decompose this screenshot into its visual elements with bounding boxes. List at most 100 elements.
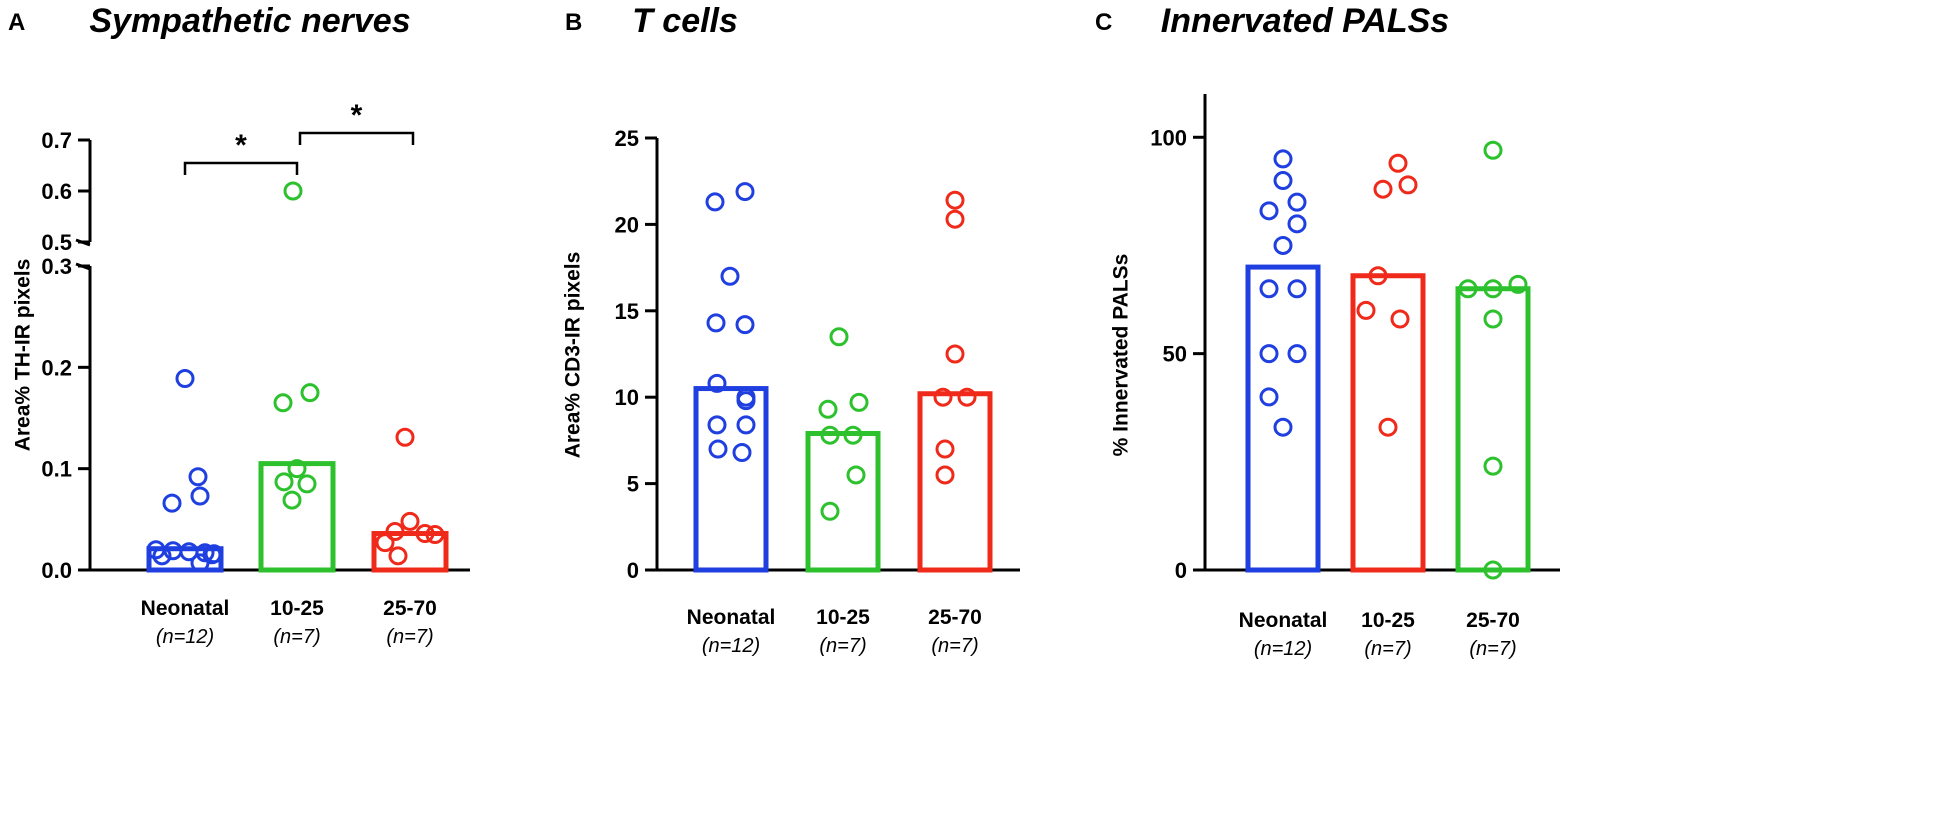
data-point <box>935 439 955 459</box>
bar <box>1455 286 1531 573</box>
data-point <box>190 486 210 506</box>
data-point <box>1273 235 1293 255</box>
panel-title: T cells <box>632 2 738 40</box>
panel-title: Sympathetic nerves <box>89 2 410 40</box>
data-point <box>283 181 303 201</box>
significance-star: * <box>351 99 363 132</box>
data-point <box>1259 279 1279 299</box>
data-point <box>273 393 293 413</box>
bar <box>371 531 449 573</box>
data-point <box>1483 279 1503 299</box>
data-point <box>400 511 420 531</box>
y-tick-label: 15 <box>615 299 639 324</box>
bar <box>693 386 769 573</box>
data-point <box>705 192 725 212</box>
data-point <box>287 459 307 479</box>
n-label: (n=7) <box>931 635 978 657</box>
data-point <box>190 553 210 573</box>
y-tick-label: 0.5 <box>41 230 72 255</box>
y-tick-label: 0.3 <box>41 254 72 279</box>
data-point <box>425 525 445 545</box>
data-point <box>385 521 405 541</box>
data-point <box>1483 560 1503 580</box>
category-label: 25-70 <box>928 606 982 629</box>
data-point <box>707 415 727 435</box>
data-point <box>388 546 408 566</box>
data-point <box>1273 171 1293 191</box>
data-point <box>957 387 977 407</box>
data-point <box>935 465 955 485</box>
data-point <box>152 546 172 566</box>
data-point <box>162 493 182 513</box>
data-point <box>735 182 755 202</box>
n-label: (n=12) <box>702 635 760 657</box>
data-point <box>732 442 752 462</box>
bar <box>258 461 336 573</box>
significance-bracket <box>298 131 415 145</box>
data-point <box>1398 175 1418 195</box>
category-label: Neonatal <box>1239 609 1328 632</box>
data-point <box>1259 387 1279 407</box>
panel-letter: B <box>565 9 582 36</box>
category-label: 10-25 <box>816 606 870 629</box>
data-point <box>736 391 756 411</box>
n-label: (n=7) <box>386 626 433 648</box>
data-point <box>1483 140 1503 160</box>
y-tick-label: 20 <box>615 212 639 237</box>
data-point <box>846 465 866 485</box>
data-point <box>945 190 965 210</box>
panel-letter: A <box>8 9 25 36</box>
data-point <box>933 387 953 407</box>
y-tick-label: 50 <box>1163 342 1187 367</box>
y-tick-label: 10 <box>615 385 639 410</box>
y-tick-label: 25 <box>615 126 639 151</box>
data-point <box>1378 417 1398 437</box>
y-axis-label: % Innervated PALSs <box>1109 254 1132 457</box>
data-point <box>1287 214 1307 234</box>
data-point <box>820 425 840 445</box>
n-label: (n=7) <box>273 626 320 648</box>
data-point <box>1259 201 1279 221</box>
significance-bracket <box>183 161 299 175</box>
data-point <box>945 209 965 229</box>
data-point <box>1273 417 1293 437</box>
data-point <box>736 415 756 435</box>
n-label: (n=7) <box>819 635 866 657</box>
data-point <box>707 373 727 393</box>
category-label: 10-25 <box>270 597 324 620</box>
category-label: 25-70 <box>1466 609 1520 632</box>
data-point <box>945 344 965 364</box>
data-point <box>1483 456 1503 476</box>
data-point <box>843 425 863 445</box>
panel-c: C Innervated PALSs 0 50 100 % Innervated PALS… <box>1095 2 1560 660</box>
data-point <box>1287 279 1307 299</box>
data-point <box>829 327 849 347</box>
y-tick-label: 0.2 <box>41 355 72 380</box>
data-point <box>820 501 840 521</box>
bar <box>917 391 993 573</box>
data-point <box>1287 192 1307 212</box>
data-point <box>300 383 320 403</box>
category-label: 25-70 <box>383 597 437 620</box>
n-label: (n=7) <box>1364 638 1411 660</box>
data-point <box>415 524 435 544</box>
panel-b: B T cells 0 5 10 15 20 25 Area% CD3-IR pixels Neo… <box>561 2 1020 657</box>
data-point <box>1368 266 1388 286</box>
data-point <box>297 474 317 494</box>
data-point <box>395 427 415 447</box>
n-label: (n=7) <box>1469 638 1516 660</box>
y-tick-label: 100 <box>1150 125 1187 150</box>
data-point <box>1508 274 1528 294</box>
y-tick-label: 0.1 <box>41 457 72 482</box>
y-axis-label: Area% CD3-IR pixels <box>561 252 584 459</box>
data-point <box>1273 149 1293 169</box>
bar <box>1350 273 1426 573</box>
data-point <box>818 399 838 419</box>
data-point <box>1356 300 1376 320</box>
data-point <box>849 392 869 412</box>
data-point <box>1259 344 1279 364</box>
data-point <box>1483 309 1503 329</box>
data-point <box>1373 179 1393 199</box>
data-point <box>1287 344 1307 364</box>
